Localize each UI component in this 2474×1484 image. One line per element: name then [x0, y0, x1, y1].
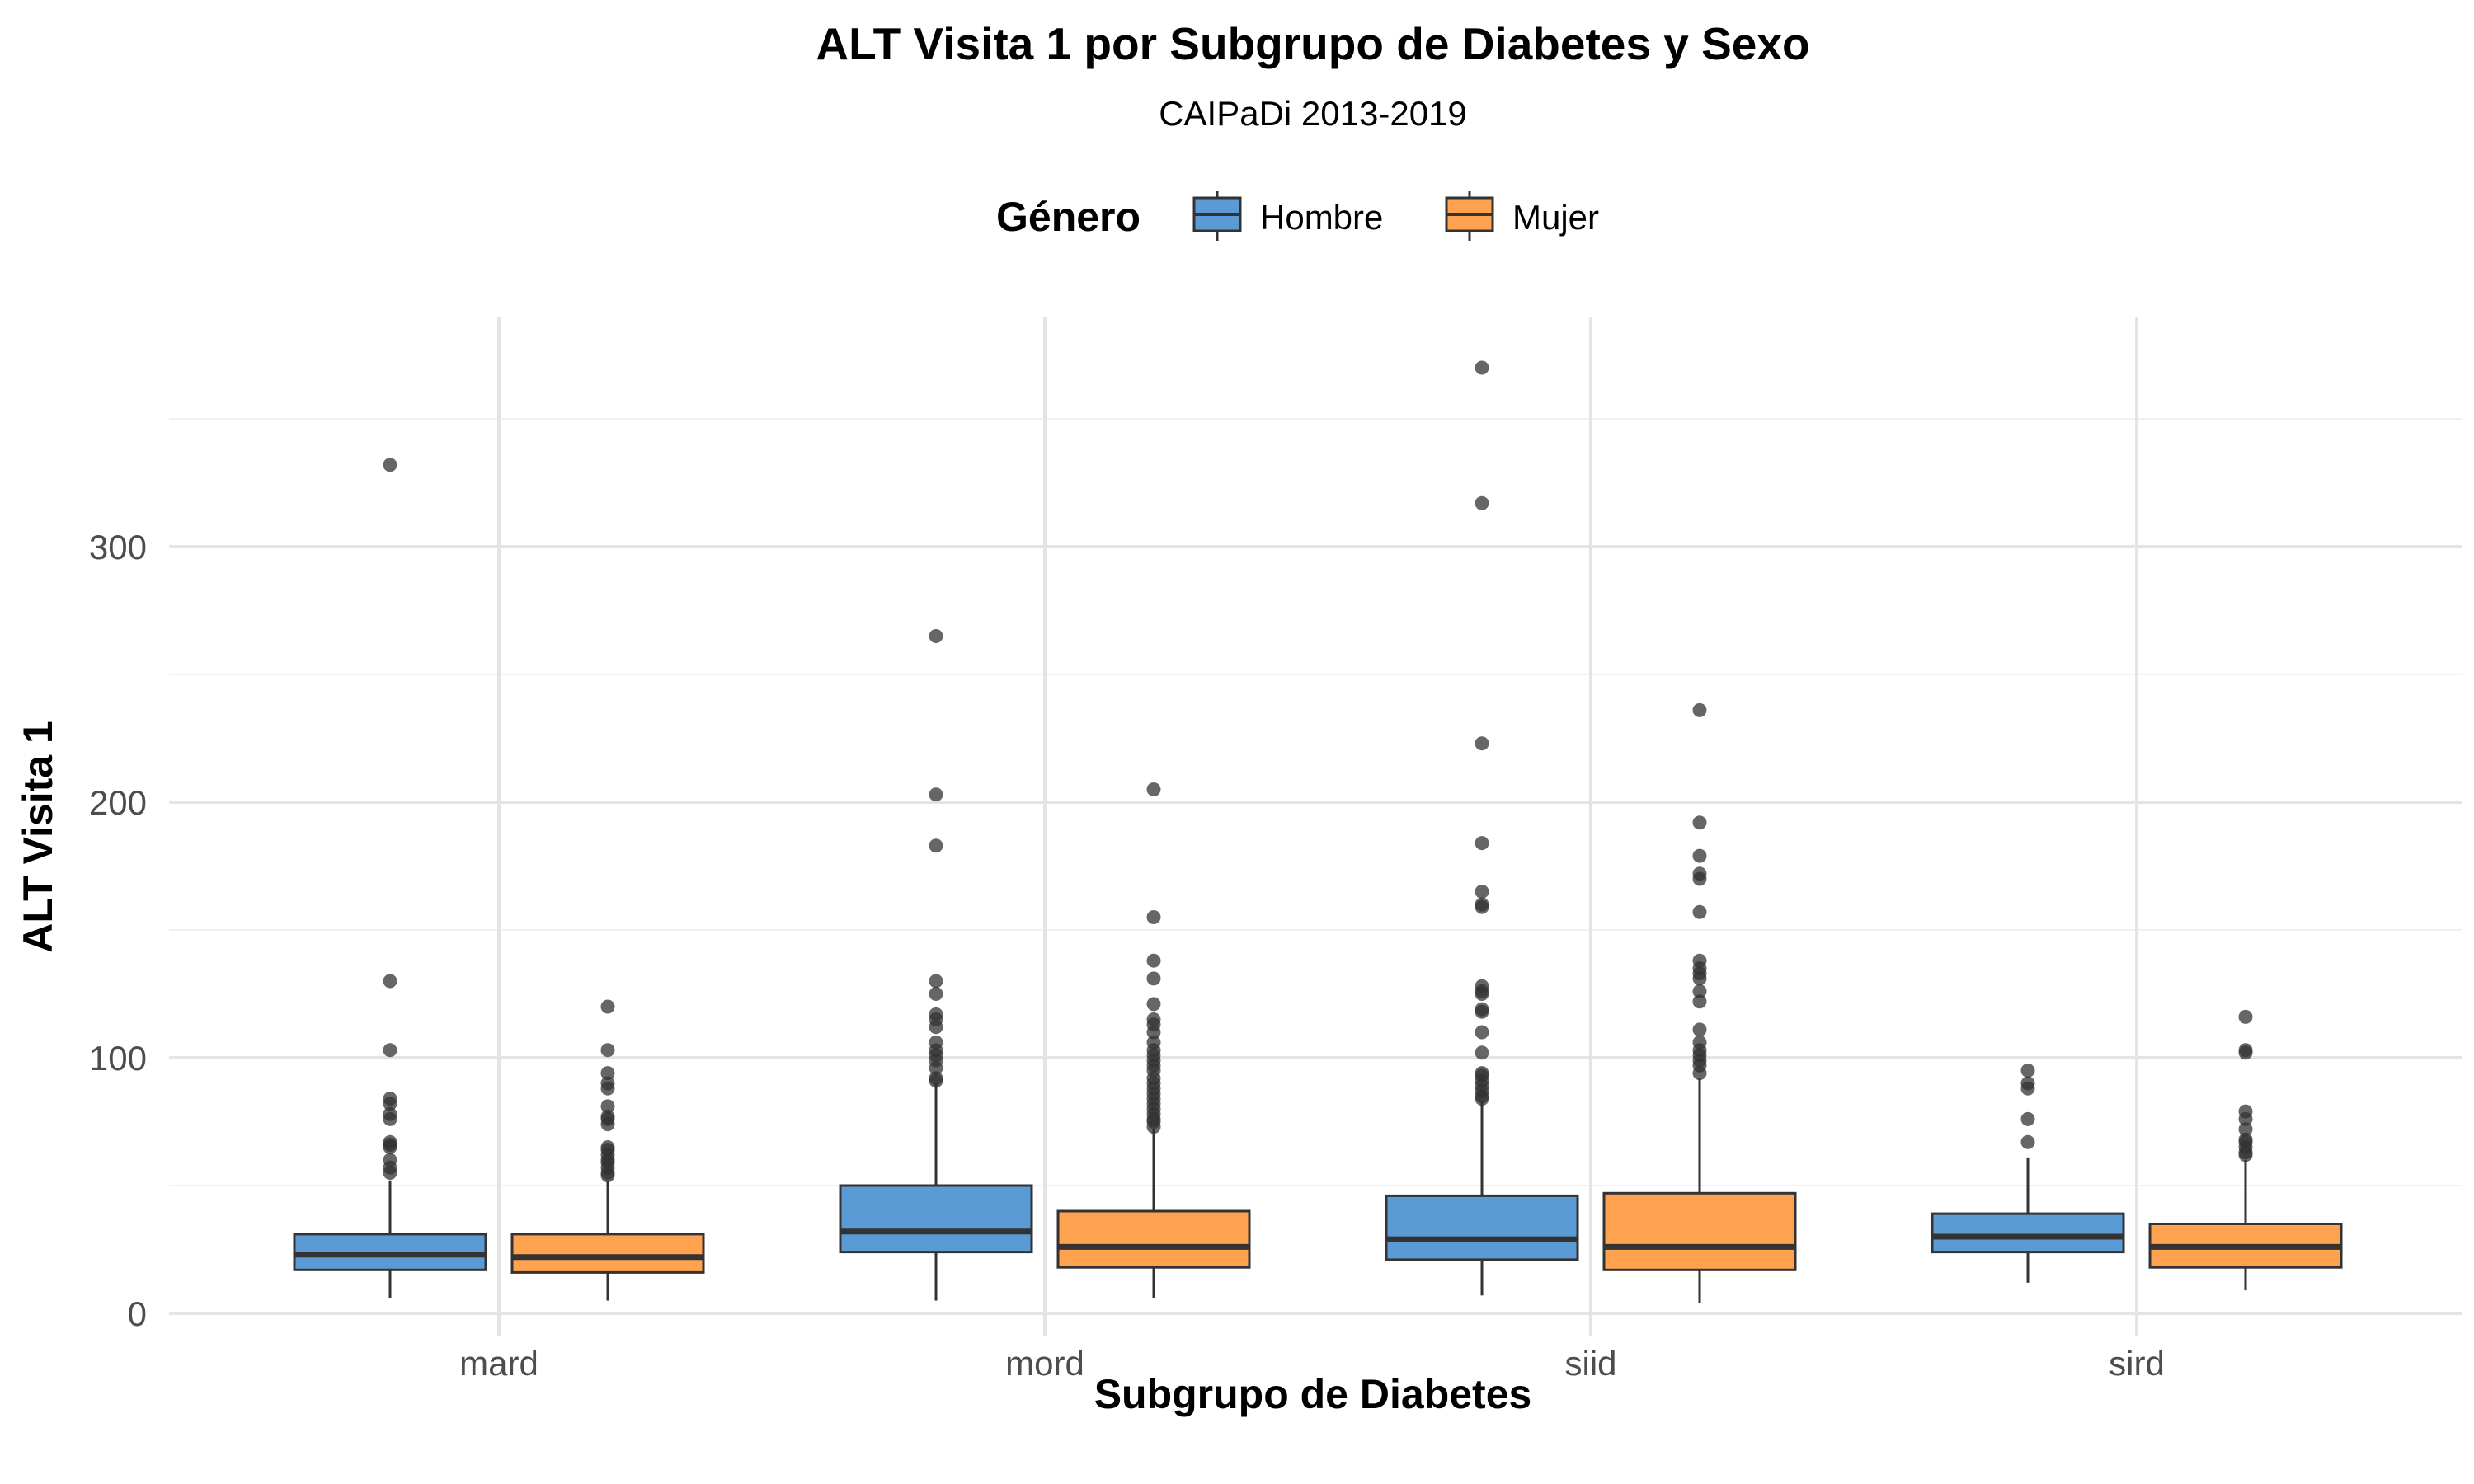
outlier-point — [2020, 1111, 2035, 1126]
outlier-point — [1475, 1004, 1489, 1019]
outlier-point — [1692, 702, 1707, 717]
outlier-point — [1475, 495, 1489, 510]
outlier-point — [383, 1043, 397, 1058]
outlier-point — [1692, 984, 1707, 998]
legend-label: Hombre — [1260, 198, 1383, 237]
outlier-point — [383, 1111, 397, 1126]
outlier-point — [1146, 971, 1161, 986]
legend-label: Mujer — [1512, 198, 1599, 237]
legend-item: Mujer — [1445, 191, 1599, 241]
outlier-point — [2020, 1064, 2035, 1078]
outlier-point — [1692, 1022, 1707, 1037]
outlier-point — [1692, 994, 1707, 1009]
outlier-point — [383, 1097, 397, 1111]
outlier-point — [1146, 910, 1161, 924]
outlier-point — [383, 458, 397, 472]
box — [1385, 1194, 1579, 1261]
outlier-point — [1475, 885, 1489, 899]
outlier-point — [600, 999, 615, 1014]
outlier-point — [1475, 1045, 1489, 1060]
outlier-point — [929, 1020, 943, 1035]
outlier-point — [1475, 987, 1489, 1001]
text-layer: ALT Visita 1 por Subgrupo de Diabetes y … — [15, 18, 2165, 1417]
legend: Género Hombre Mujer — [996, 191, 1599, 241]
x-tick-label: mard — [459, 1344, 539, 1383]
outlier-point — [1146, 1025, 1161, 1040]
outlier-point — [2238, 1148, 2253, 1162]
outlier-point — [929, 987, 943, 1001]
y-tick-label: 200 — [89, 783, 147, 822]
outlier-point — [1475, 1025, 1489, 1040]
chart-title: ALT Visita 1 por Subgrupo de Diabetes y … — [816, 18, 1809, 69]
box-layer — [293, 1078, 2343, 1303]
outlier-point — [600, 1043, 615, 1058]
x-tick-label: mord — [1005, 1344, 1084, 1383]
outlier-point — [2238, 1111, 2253, 1126]
box — [1602, 1191, 1797, 1271]
outlier-point — [2020, 1081, 2035, 1096]
outlier-point — [1146, 997, 1161, 1012]
outlier-layer — [383, 360, 2253, 1183]
y-tick-label: 100 — [89, 1039, 147, 1078]
outlier-point — [1692, 971, 1707, 986]
outlier-point — [1475, 736, 1489, 751]
outlier-point — [2020, 1134, 2035, 1149]
outlier-point — [2238, 1045, 2253, 1060]
outlier-point — [1475, 836, 1489, 851]
outlier-point — [1692, 1066, 1707, 1081]
outlier-point — [383, 974, 397, 989]
outlier-point — [2238, 1009, 2253, 1024]
outlier-point — [929, 787, 943, 802]
y-tick-label: 0 — [128, 1294, 147, 1333]
x-axis-title: Subgrupo de Diabetes — [1094, 1371, 1532, 1417]
outlier-point — [1692, 904, 1707, 919]
outlier-point — [1692, 871, 1707, 886]
outlier-point — [1146, 953, 1161, 968]
legend-title: Género — [996, 194, 1141, 240]
box — [1056, 1209, 1251, 1269]
legend-items: Hombre Mujer — [1192, 191, 1599, 241]
outlier-point — [600, 1117, 615, 1132]
outlier-point — [383, 1140, 397, 1154]
outlier-point — [1475, 899, 1489, 914]
chart-subtitle: CAIPaDi 2013-2019 — [1159, 94, 1467, 133]
y-tick-label: 300 — [89, 528, 147, 566]
outlier-point — [1692, 848, 1707, 863]
outlier-point — [929, 1073, 943, 1088]
outlier-point — [929, 629, 943, 643]
outlier-point — [929, 1060, 943, 1075]
box — [1931, 1212, 2125, 1254]
outlier-point — [2238, 1122, 2253, 1137]
grid-layer — [169, 317, 2462, 1336]
legend-item: Hombre — [1192, 191, 1383, 241]
outlier-point — [929, 838, 943, 853]
x-tick-label: sird — [2109, 1344, 2165, 1383]
y-axis-title: ALT Visita 1 — [15, 721, 61, 953]
outlier-point — [1475, 1092, 1489, 1106]
box — [510, 1233, 705, 1274]
outlier-point — [1692, 815, 1707, 830]
outlier-point — [600, 1081, 615, 1096]
outlier-point — [1146, 1120, 1161, 1134]
outlier-point — [1146, 782, 1161, 796]
outlier-point — [600, 1066, 615, 1081]
outlier-point — [600, 1168, 615, 1183]
outlier-point — [600, 1099, 615, 1114]
outlier-point — [383, 1166, 397, 1180]
outlier-point — [929, 974, 943, 989]
box — [839, 1184, 1033, 1254]
outlier-point — [1475, 360, 1489, 375]
x-tick-label: siid — [1564, 1344, 1616, 1383]
